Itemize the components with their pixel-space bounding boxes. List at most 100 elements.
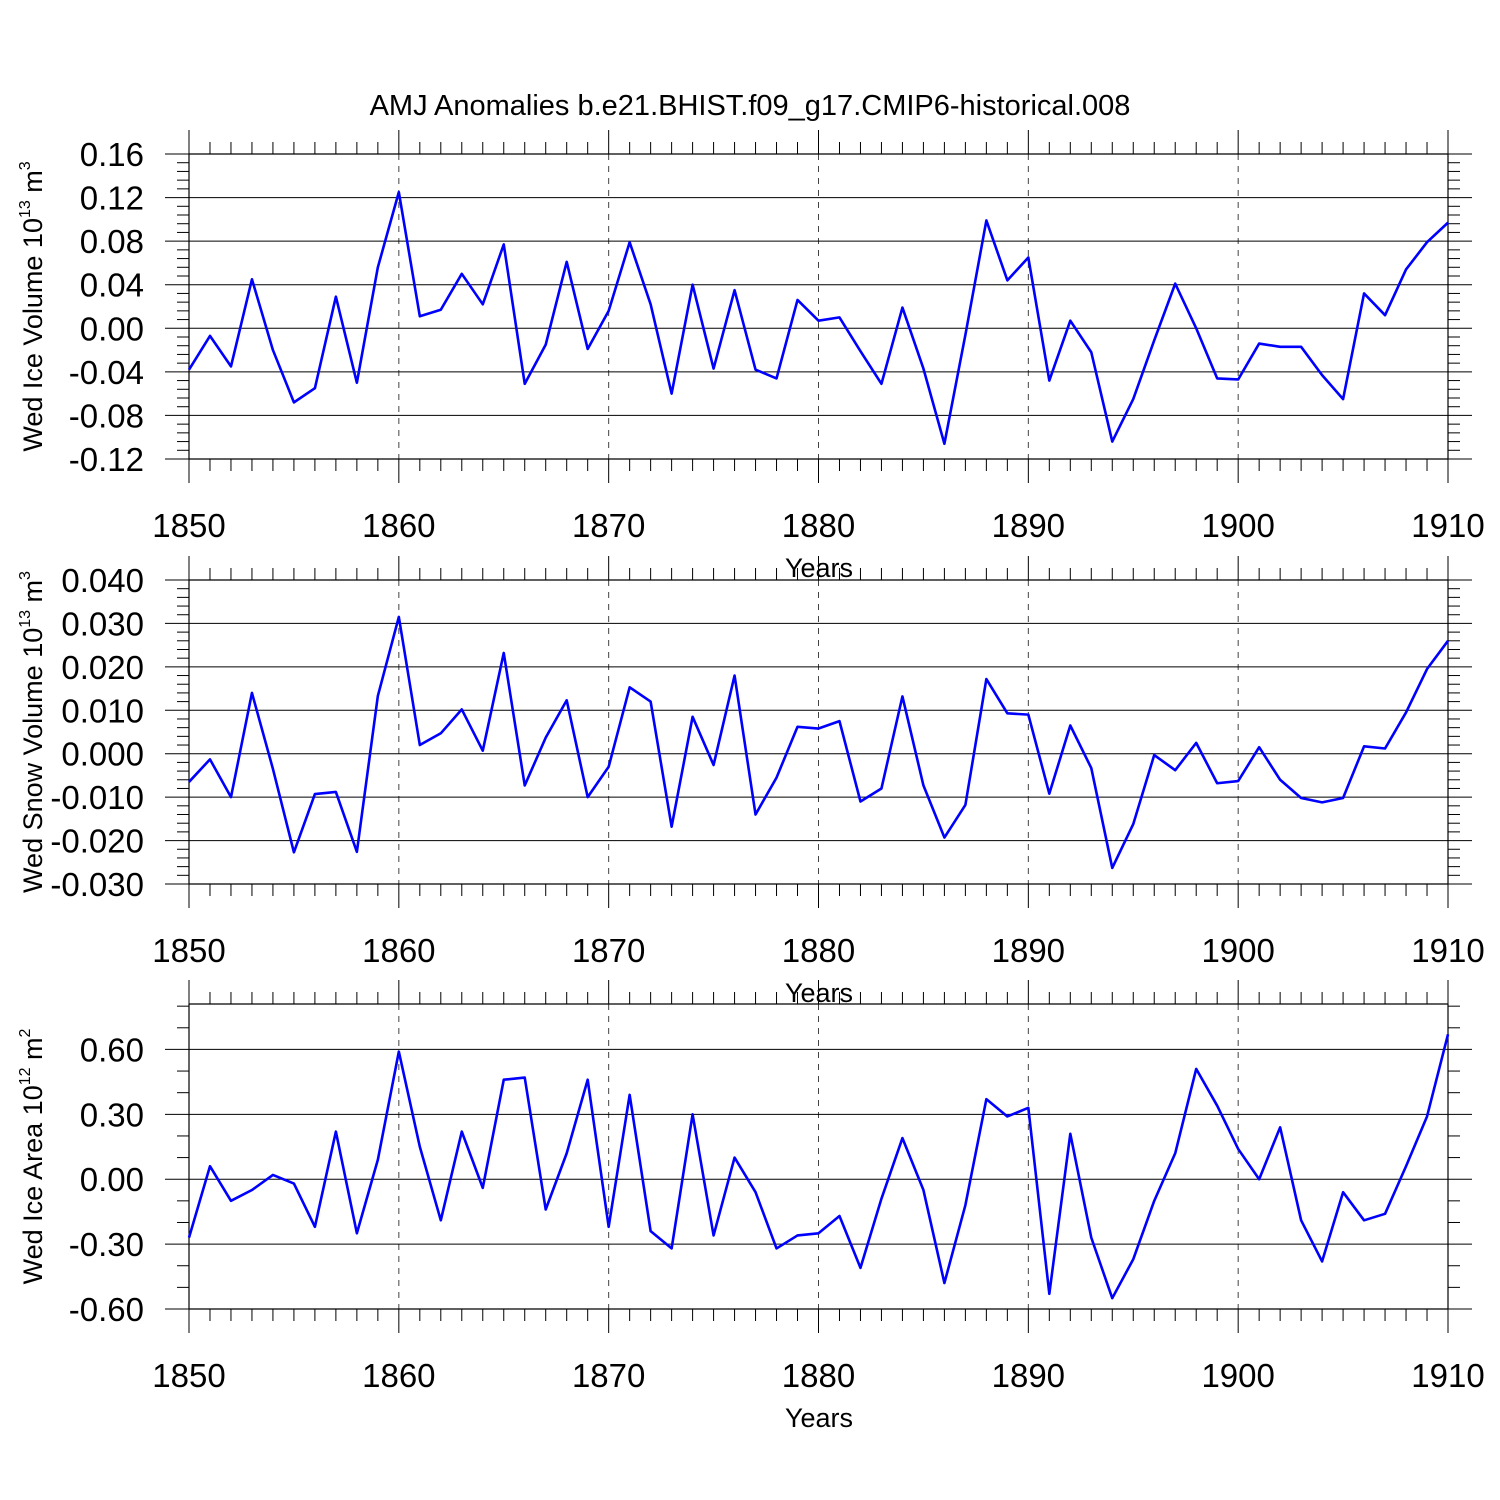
data-point xyxy=(775,377,777,379)
data-point xyxy=(1237,1148,1239,1150)
data-point xyxy=(419,744,421,746)
y-tick-label: 0.08 xyxy=(80,223,144,260)
data-point xyxy=(838,720,840,722)
data-point xyxy=(1216,377,1218,379)
data-point xyxy=(545,736,547,738)
data-point xyxy=(1090,1236,1092,1238)
data-point xyxy=(1447,640,1449,642)
data-point xyxy=(649,700,651,702)
data-point xyxy=(230,796,232,798)
data-point xyxy=(1279,346,1281,348)
data-point xyxy=(712,367,714,369)
data-point xyxy=(566,261,568,263)
data-point xyxy=(754,368,756,370)
data-point xyxy=(754,1191,756,1193)
data-point xyxy=(670,392,672,394)
data-point xyxy=(1363,1219,1365,1221)
x-tick-label: 1890 xyxy=(992,1357,1065,1394)
data-point xyxy=(628,241,630,243)
data-point xyxy=(1300,1219,1302,1221)
y-tick-label: -0.020 xyxy=(50,823,144,860)
data-point xyxy=(293,1182,295,1184)
data-point xyxy=(1027,713,1029,715)
panels: 1850 1860 1870 1880 1890 1900 1910 -0.12 -0.08 -0… xyxy=(17,130,1485,1433)
y-axis-title: Wed Ice Area 1012 m2 xyxy=(17,1028,48,1284)
y-tick-label: 0.00 xyxy=(80,310,144,347)
data-point xyxy=(545,1208,547,1210)
data-point xyxy=(419,315,421,317)
data-point xyxy=(691,284,693,286)
y-axis-title: Wed Ice Volume 1013 m3 xyxy=(17,161,48,451)
data-point xyxy=(1321,801,1323,803)
data-point xyxy=(775,776,777,778)
data-point xyxy=(314,1226,316,1228)
data-point xyxy=(461,1130,463,1132)
figure-title: AMJ Anomalies b.e21.BHIST.f09_g17.CMIP6-… xyxy=(370,90,1131,122)
data-point xyxy=(1342,797,1344,799)
data-point xyxy=(1111,1297,1113,1299)
data-point xyxy=(293,401,295,403)
data-point xyxy=(1174,1152,1176,1154)
x-tick-label: 1900 xyxy=(1201,1357,1274,1394)
y-tick-label: 0.16 xyxy=(80,136,144,173)
data-point xyxy=(586,348,588,350)
y-tick-label: 0.000 xyxy=(61,736,144,773)
data-point xyxy=(586,796,588,798)
data-point xyxy=(1384,1213,1386,1215)
data-point xyxy=(691,716,693,718)
x-tick-label: 1850 xyxy=(152,1357,225,1394)
data-point xyxy=(440,732,442,734)
data-point xyxy=(1090,351,1092,353)
data-point xyxy=(880,787,882,789)
x-tick-label: 1910 xyxy=(1411,932,1484,969)
data-point xyxy=(1426,1115,1428,1117)
data-point xyxy=(796,1234,798,1236)
data-point xyxy=(817,319,819,321)
data-point xyxy=(440,1219,442,1221)
data-point xyxy=(859,800,861,802)
y-tick-label: 0.30 xyxy=(80,1096,144,1133)
data-point xyxy=(733,289,735,291)
x-tick-label: 1890 xyxy=(992,507,1065,544)
y-tick-label: 0.60 xyxy=(80,1031,144,1068)
data-point xyxy=(1006,1115,1008,1117)
x-tick-label: 1850 xyxy=(152,507,225,544)
x-tick-label: 1880 xyxy=(782,932,855,969)
data-point xyxy=(1006,279,1008,281)
y-tick-label: -0.08 xyxy=(69,397,144,434)
data-point xyxy=(1237,378,1239,380)
data-point xyxy=(1321,1260,1323,1262)
data-point xyxy=(1174,769,1176,771)
data-point xyxy=(524,383,526,385)
data-point xyxy=(482,1187,484,1189)
series-line-ice-volume xyxy=(187,190,1449,446)
data-point xyxy=(272,349,274,351)
y-tick-label: 0.040 xyxy=(61,562,144,599)
data-point xyxy=(230,365,232,367)
data-point xyxy=(901,695,903,697)
x-tick-label: 1850 xyxy=(152,932,225,969)
data-point xyxy=(754,813,756,815)
data-point xyxy=(293,851,295,853)
data-point xyxy=(1195,742,1197,744)
x-tick-label: 1860 xyxy=(362,932,435,969)
data-point xyxy=(461,708,463,710)
data-point xyxy=(1405,268,1407,270)
data-point xyxy=(691,1113,693,1115)
data-point xyxy=(1027,1107,1029,1109)
data-point xyxy=(1258,342,1260,344)
data-point xyxy=(524,784,526,786)
data-point xyxy=(356,382,358,384)
data-point xyxy=(503,652,505,654)
data-point xyxy=(1405,711,1407,713)
data-point xyxy=(901,1137,903,1139)
data-point xyxy=(712,764,714,766)
data-point xyxy=(1048,792,1050,794)
data-point xyxy=(733,1156,735,1158)
y-tick-label: -0.030 xyxy=(50,866,144,903)
data-point xyxy=(796,299,798,301)
data-point xyxy=(1006,712,1008,714)
data-point xyxy=(1447,221,1449,223)
data-point xyxy=(272,1174,274,1176)
